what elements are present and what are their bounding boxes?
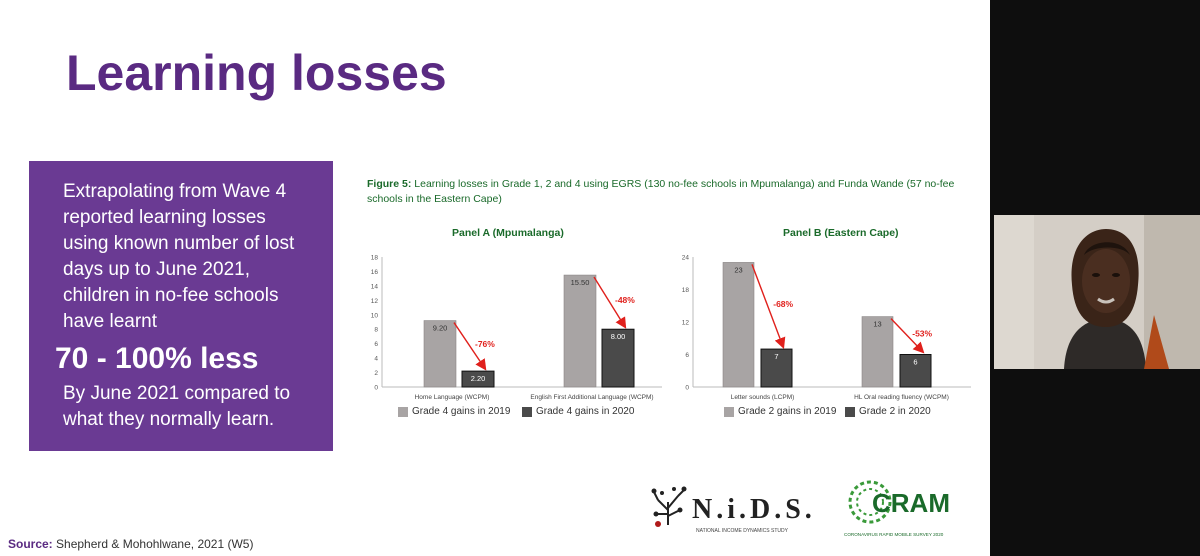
slide: Learning losses Extrapolating from Wave … [0, 0, 990, 556]
y-tick-label: 12 [682, 320, 690, 327]
legend-b-2020: Grade 2 in 2020 [845, 406, 931, 417]
y-tick-label: 18 [682, 287, 690, 294]
category-label: HL Oral reading fluency (WCPM) [854, 394, 949, 401]
cram-logo: CRAM CORONAVIRUS RAPID MOBILE SURVEY 202… [844, 480, 950, 537]
legend-label: Grade 4 gains in 2020 [536, 406, 635, 417]
cram-logo-text: CRAM [872, 488, 950, 518]
box-line: By June 2021 compared to [63, 383, 291, 404]
source-label: Source: [8, 537, 53, 551]
change-label: -76% [475, 339, 495, 349]
box-line: days up to June 2021, [63, 259, 250, 280]
slide-title: Learning losses [66, 45, 447, 101]
figure-caption: Figure 5: Learning losses in Grade 1, 2 … [367, 177, 977, 207]
data-label: 2.20 [471, 374, 486, 383]
y-tick-label: 6 [374, 341, 378, 348]
nids-logo-text: N.i.D.S. [692, 494, 816, 525]
y-tick-label: 12 [371, 298, 379, 305]
box-line: using known number of lost [63, 233, 295, 254]
legend-swatch [845, 406, 855, 417]
bar-2020 [760, 348, 793, 388]
y-tick-label: 8 [374, 327, 378, 334]
webcam-thumbnail[interactable] [994, 215, 1200, 369]
y-tick-label: 24 [682, 255, 690, 262]
change-arrow [890, 318, 925, 354]
data-label: 15.50 [571, 278, 590, 287]
y-tick-label: 0 [374, 385, 378, 392]
legend-a-2020: Grade 4 gains in 2020 [522, 406, 634, 417]
data-label: 23 [734, 265, 742, 274]
bar-2020 [601, 328, 635, 388]
bar-2019 [563, 274, 597, 388]
box-headline: 70 - 100% less [55, 342, 259, 375]
data-label: 9.20 [433, 324, 448, 333]
y-tick-label: 16 [371, 269, 379, 276]
y-tick-label: 14 [371, 283, 379, 290]
data-label: 6 [913, 358, 917, 367]
change-label: -68% [773, 299, 793, 309]
figure-caption-text: Learning losses in Grade 1, 2 and 4 usin… [367, 178, 955, 205]
data-label: 13 [873, 320, 881, 329]
change-arrow [593, 276, 627, 329]
change-arrow [751, 264, 786, 350]
source-note: Source: Shepherd & Mohohlwane, 2021 (W5) [8, 537, 253, 551]
legend-swatch [398, 406, 408, 417]
box-line: what they normally learn. [63, 409, 275, 430]
box-line: reported learning losses [63, 207, 266, 228]
legend-label: Grade 4 gains in 2019 [412, 406, 511, 417]
y-tick-label: 0 [685, 385, 689, 392]
change-arrow [453, 322, 487, 371]
bar-2020 [461, 370, 495, 388]
source-text: Shepherd & Mohohlwane, 2021 (W5) [52, 537, 254, 551]
bar-2019 [423, 320, 457, 388]
legend-swatch [522, 406, 532, 417]
change-label: -53% [912, 329, 932, 339]
legend-label: Grade 2 in 2020 [859, 406, 931, 417]
category-label: Letter sounds (LCPM) [731, 394, 795, 401]
y-tick-label: 6 [685, 352, 689, 359]
panel-a-title: Panel A (Mpumalanga) [452, 227, 564, 239]
legend-label: Grade 2 gains in 2019 [738, 406, 837, 417]
legend-a-2019: Grade 4 gains in 2019 [398, 406, 510, 417]
cram-logo-subtext: CORONAVIRUS RAPID MOBILE SURVEY 2020 [844, 532, 944, 537]
box-line: Extrapolating from Wave 4 [63, 181, 287, 202]
bar-2020 [899, 354, 932, 388]
legend-b-2019: Grade 2 gains in 2019 [724, 406, 836, 417]
chart-panel-b: 0 6 12 18 24 23 7 -68% Letter sounds (LCPM) 13 6 -5… [682, 255, 971, 401]
data-label: 7 [774, 352, 778, 361]
bar-2019 [722, 262, 755, 388]
category-label: Home Language (WCPM) [415, 394, 490, 401]
legend-swatch [724, 406, 734, 417]
category-label: English First Additional Language (WCPM) [530, 394, 653, 401]
change-label: -48% [615, 295, 635, 305]
y-tick-label: 10 [371, 312, 379, 319]
figure-label: Figure 5: [367, 178, 412, 190]
y-tick-label: 18 [371, 255, 379, 262]
data-label: 8.00 [611, 332, 626, 341]
highlight-box: Extrapolating from Wave 4 reported learn… [29, 161, 333, 451]
chart-panel-a: 0 2 4 6 8 10 12 14 16 18 9.20 2.20 -76% Home Language… [371, 255, 662, 401]
y-tick-label: 2 [374, 370, 378, 377]
y-tick-label: 4 [374, 356, 378, 363]
nids-logo: N.i.D.S. NATIONAL INCOME DYNAMICS STUDY [651, 486, 816, 534]
panel-b-title: Panel B (Eastern Cape) [783, 227, 899, 239]
nids-logo-subtext: NATIONAL INCOME DYNAMICS STUDY [696, 528, 789, 534]
box-line: have learnt [63, 311, 158, 332]
box-line: children in no-fee schools [63, 285, 279, 306]
bar-2019 [861, 316, 894, 388]
